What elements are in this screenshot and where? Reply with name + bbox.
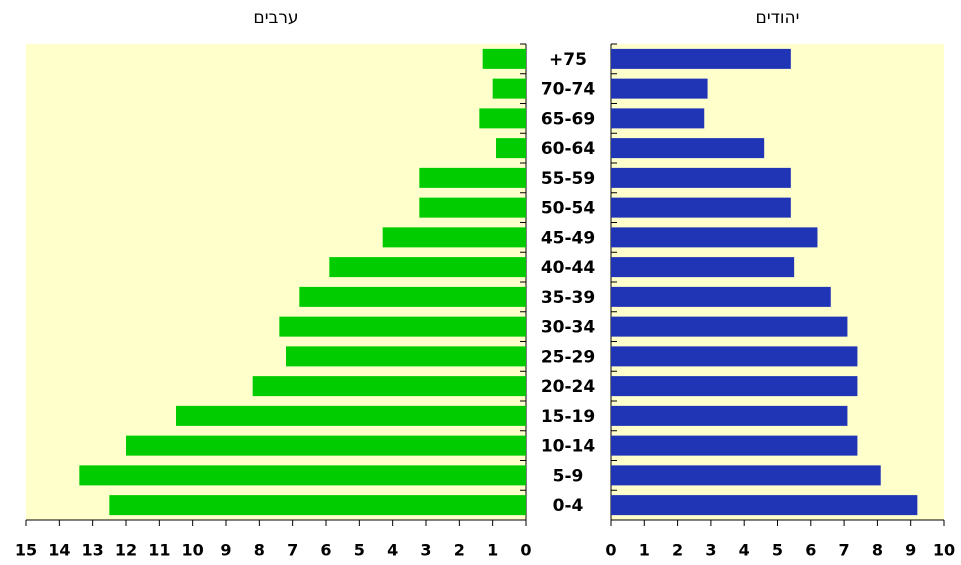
x-tick-label: 3 [420, 541, 431, 560]
x-tick-label: 5 [354, 541, 365, 560]
x-tick-label: 9 [220, 541, 231, 560]
x-tick-label: 9 [905, 541, 916, 560]
bar [419, 197, 526, 218]
bar [611, 405, 848, 426]
bar [611, 465, 881, 486]
x-tick-label: 10 [933, 541, 955, 560]
bar [482, 48, 526, 69]
category-label: 55-59 [541, 169, 595, 189]
category-label: 5-9 [553, 466, 584, 486]
category-label: 15-19 [541, 407, 595, 427]
bar [126, 435, 526, 456]
bar [286, 346, 526, 367]
bar [611, 316, 848, 337]
bar [611, 138, 765, 159]
x-tick-label: 12 [115, 541, 137, 560]
category-label: 65-69 [541, 109, 595, 129]
bar [329, 257, 526, 278]
bar [492, 78, 526, 99]
bar [496, 138, 526, 159]
bar [611, 435, 858, 456]
category-label: 20-24 [541, 377, 596, 397]
bar [611, 495, 918, 516]
category-label: 35-39 [541, 288, 595, 308]
bar [611, 257, 795, 278]
bar [611, 227, 818, 248]
bar [611, 346, 858, 367]
bar [611, 108, 705, 129]
x-tick-label: 14 [48, 541, 70, 560]
x-tick-label: 8 [254, 541, 265, 560]
bar [419, 167, 526, 188]
x-tick-label: 6 [805, 541, 816, 560]
bar [252, 376, 526, 397]
bar [611, 197, 791, 218]
panel-title: ערבים [253, 8, 298, 28]
category-label: 0-4 [553, 496, 584, 516]
category-label: 30-34 [541, 318, 596, 338]
x-tick-label: 6 [320, 541, 331, 560]
x-tick-label: 0 [605, 541, 616, 560]
bar [611, 78, 708, 99]
x-tick-label: 11 [148, 541, 170, 560]
bar [109, 495, 526, 516]
bar [479, 108, 526, 129]
category-label: 10-14 [541, 437, 596, 457]
x-tick-label: 2 [672, 541, 683, 560]
x-tick-label: 1 [639, 541, 650, 560]
bar [611, 167, 791, 188]
x-tick-label: 4 [739, 541, 750, 560]
category-label: 60-64 [541, 139, 596, 159]
bar [79, 465, 526, 486]
bar [299, 286, 526, 307]
bar [279, 316, 526, 337]
bar [176, 405, 526, 426]
x-tick-label: 0 [520, 541, 531, 560]
x-tick-label: 13 [82, 541, 104, 560]
x-tick-label: 15 [15, 541, 37, 560]
category-label: 40-44 [541, 258, 596, 278]
x-tick-label: 1 [487, 541, 498, 560]
x-tick-label: 10 [182, 541, 204, 560]
bar [611, 48, 791, 69]
bar [611, 376, 858, 397]
category-label: 25-29 [541, 347, 595, 367]
x-tick-label: 3 [705, 541, 716, 560]
x-tick-label: 4 [387, 541, 398, 560]
bar [611, 286, 831, 307]
x-tick-label: 2 [454, 541, 465, 560]
category-label: 70-74 [541, 80, 596, 100]
category-label: 45-49 [541, 228, 595, 248]
category-label: 50-54 [541, 199, 596, 219]
x-tick-label: 7 [839, 541, 850, 560]
panel-title: יהודים [756, 8, 800, 28]
category-label: 75+ [549, 50, 587, 70]
x-tick-label: 8 [872, 541, 883, 560]
x-tick-label: 5 [772, 541, 783, 560]
bar [382, 227, 526, 248]
x-tick-label: 7 [287, 541, 298, 560]
